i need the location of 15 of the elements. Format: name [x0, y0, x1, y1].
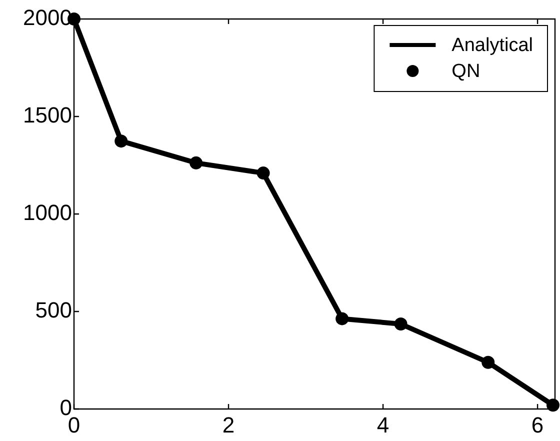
x-tick-label: 4 [376, 412, 390, 438]
point [482, 356, 495, 369]
y-tick-label: 500 [35, 298, 72, 323]
point [336, 312, 349, 326]
point [256, 166, 270, 180]
legend-label: QN [452, 61, 480, 82]
x-tick-label: 2 [222, 412, 235, 438]
point [114, 134, 128, 148]
x-tick-label: 6 [531, 412, 544, 438]
point [546, 398, 560, 412]
y-tick-label: 1500 [23, 102, 72, 128]
legend-label: Analytical [452, 35, 534, 56]
point [190, 156, 203, 170]
y-tick-label: 1000 [23, 200, 72, 226]
point [394, 317, 408, 330]
